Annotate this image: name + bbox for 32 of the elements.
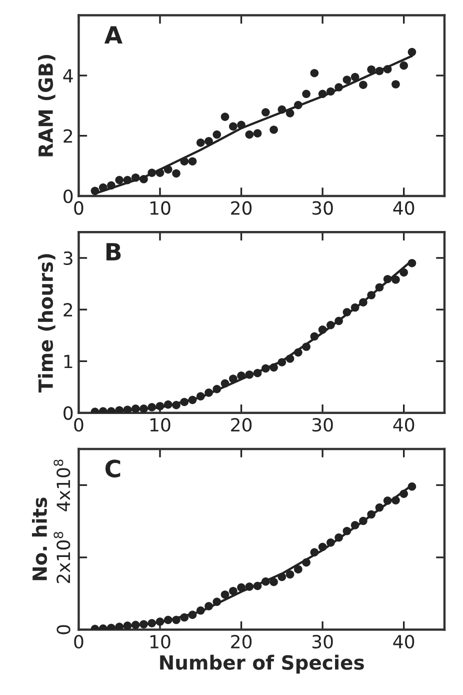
x-tick-label: 40 bbox=[393, 418, 414, 432]
annotation: A bbox=[104, 26, 122, 44]
y-tick-label: 3 bbox=[64, 251, 72, 266]
y-tick-label: 4x10$^{8}$ bbox=[54, 460, 70, 512]
y-axis-title: Time (hours) bbox=[38, 254, 56, 392]
y-tick-label: 0 bbox=[64, 189, 73, 204]
x-tick-label: 10 bbox=[150, 634, 170, 649]
annotation: C bbox=[105, 460, 120, 478]
y-axis-title: No. hits bbox=[32, 498, 48, 580]
x-tick-label: 20 bbox=[231, 201, 252, 215]
x-tick-label: 0 bbox=[74, 201, 84, 215]
x-axis-title: Number of Species bbox=[160, 654, 364, 674]
annotation: B bbox=[106, 243, 121, 260]
x-tick-label: 0 bbox=[74, 418, 84, 432]
x-tick-label: 0 bbox=[74, 634, 84, 649]
y-tick-label: 0 bbox=[64, 406, 73, 420]
y-axis-title: RAM (GB) bbox=[38, 54, 56, 156]
x-tick-label: 30 bbox=[312, 201, 333, 215]
x-tick-label: 30 bbox=[312, 634, 333, 649]
x-tick-label: 40 bbox=[393, 634, 414, 649]
y-tick-label: 1 bbox=[64, 354, 72, 368]
y-tick-label: 2x10$^{8}$ bbox=[54, 532, 70, 584]
y-tick-label: 2 bbox=[64, 129, 72, 143]
y-tick-label: 4 bbox=[63, 69, 73, 82]
y-tick-label: 0 bbox=[56, 625, 70, 634]
x-tick-label: 20 bbox=[231, 634, 252, 649]
x-tick-label: 20 bbox=[231, 418, 252, 432]
x-tick-label: 40 bbox=[393, 201, 414, 215]
y-tick-label: 2 bbox=[64, 303, 72, 316]
x-tick-label: 10 bbox=[150, 418, 170, 432]
x-tick-label: 30 bbox=[312, 418, 333, 432]
x-tick-label: 10 bbox=[150, 201, 170, 215]
